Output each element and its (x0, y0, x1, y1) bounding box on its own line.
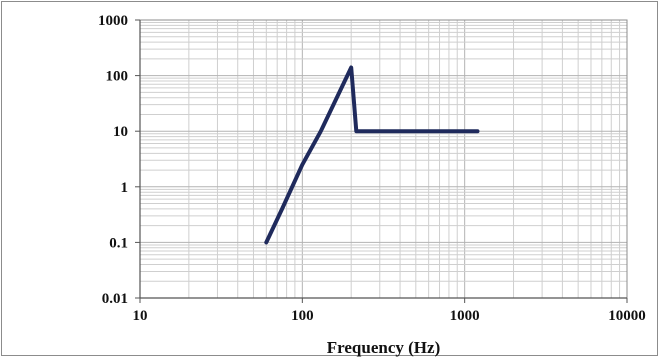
x-tick-label: 10 (133, 308, 148, 324)
y-tick-label: 10 (113, 124, 128, 140)
x-tick-label: 1000 (450, 308, 480, 324)
series-line (264, 65, 480, 245)
x-tick-label: 10000 (608, 308, 646, 324)
x-axis-title: Frequency (Hz) (327, 338, 440, 357)
y-tick-label: 0.01 (102, 291, 128, 307)
x-tick-label: 100 (291, 308, 314, 324)
chart-frame (1, 1, 658, 356)
plot-background (140, 20, 627, 298)
y-tick-label: 100 (106, 69, 129, 85)
y-tick-label: 0.1 (109, 235, 128, 251)
y-tick-label: 1 (121, 180, 129, 196)
y-tick-label: 1000 (98, 13, 128, 29)
